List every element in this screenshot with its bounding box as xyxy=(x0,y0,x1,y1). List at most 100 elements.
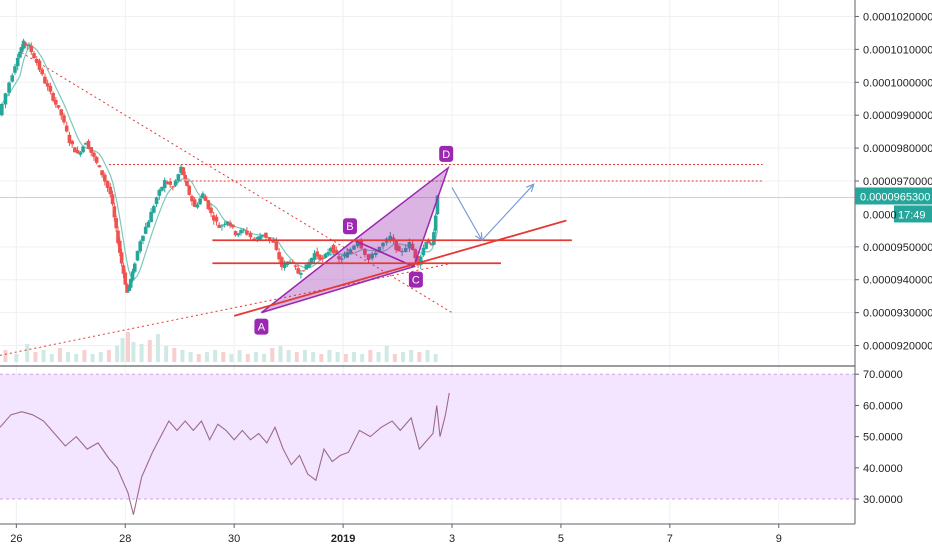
candle-body xyxy=(203,196,208,201)
volume-bar xyxy=(66,352,71,362)
candle-body xyxy=(29,45,34,52)
pattern-label-box xyxy=(408,271,423,288)
candle-body xyxy=(345,252,349,258)
price-tick-label: 0.0000930000 xyxy=(863,308,932,320)
volume-bar xyxy=(14,354,19,362)
candle-body xyxy=(181,167,186,175)
volume-bar xyxy=(41,350,46,362)
candle-body xyxy=(130,271,135,281)
volume-bar xyxy=(57,348,62,362)
candle-body xyxy=(400,251,404,253)
candle-body xyxy=(352,245,356,250)
candle-body xyxy=(315,251,320,257)
candle-body xyxy=(428,242,433,244)
candle-body xyxy=(337,256,341,260)
candle-body xyxy=(410,243,415,250)
candle-body xyxy=(370,253,374,259)
candle-body xyxy=(222,224,227,226)
candle-body xyxy=(413,249,418,259)
candle-body xyxy=(288,261,292,263)
candle-body xyxy=(105,180,110,188)
volume-bar xyxy=(120,338,125,362)
candle-body xyxy=(339,258,344,260)
candle-body xyxy=(168,181,172,185)
last-price-badge xyxy=(855,187,932,205)
candle-body xyxy=(277,252,281,260)
candle-body xyxy=(67,134,72,144)
volume-bar xyxy=(360,354,365,362)
candle-body xyxy=(211,215,216,221)
candle-body xyxy=(121,265,126,274)
countdown-timer: 17:49 xyxy=(898,209,926,221)
candle-body xyxy=(128,279,133,288)
volume-bar xyxy=(221,352,226,362)
candle-body xyxy=(37,60,42,70)
candle-body xyxy=(40,69,45,75)
time-tick-label: 7 xyxy=(667,533,673,545)
candle-body xyxy=(94,157,99,163)
pattern-triangle-bcd xyxy=(352,165,450,268)
candle-body xyxy=(231,224,235,228)
volume-bar xyxy=(433,354,438,362)
candle-body xyxy=(19,46,24,52)
candle-body xyxy=(165,181,170,184)
candle-body xyxy=(143,226,148,234)
candle-body xyxy=(192,199,197,207)
volume-bar xyxy=(294,352,299,362)
candle-body xyxy=(112,206,117,218)
price-tick-label: 0.0001000000 xyxy=(863,77,932,89)
candle-body xyxy=(326,252,330,255)
candle-body xyxy=(43,76,47,84)
rsi-tick-label: 60.0000 xyxy=(863,400,903,412)
candle-body xyxy=(114,218,118,229)
candle-body xyxy=(51,93,55,101)
candle-body xyxy=(245,230,249,235)
pattern-label-c: C xyxy=(412,275,420,287)
pattern-label-box xyxy=(439,145,454,162)
volume-bar xyxy=(213,350,218,362)
volume-bar xyxy=(343,354,348,362)
volume-bar xyxy=(302,350,307,362)
candle-body xyxy=(45,83,50,87)
volume-bar xyxy=(147,340,152,362)
candle-body xyxy=(103,174,107,182)
candle-body xyxy=(70,140,74,145)
candle-body xyxy=(320,257,325,259)
time-tick-label: 9 xyxy=(776,533,782,545)
pattern-label-a: A xyxy=(258,322,266,334)
candle-body xyxy=(299,273,303,275)
rsi-tick-label: 70.0000 xyxy=(863,369,903,381)
candle-body xyxy=(418,256,423,265)
candle-body xyxy=(430,243,434,246)
candle-body xyxy=(7,82,11,93)
candle-body xyxy=(34,59,39,63)
volume-bar xyxy=(392,354,397,362)
candle-body xyxy=(381,242,385,247)
candle-body xyxy=(342,254,347,257)
volume-bar xyxy=(376,352,381,362)
candle-body xyxy=(348,249,353,254)
candle-body xyxy=(301,270,306,272)
candle-body xyxy=(62,115,66,123)
rsi-band xyxy=(0,374,855,500)
candle-body xyxy=(274,241,279,250)
candle-body xyxy=(125,284,129,293)
volume-bar xyxy=(204,352,209,362)
candle-body xyxy=(132,263,137,272)
volume-bar xyxy=(262,354,267,362)
volume-bar xyxy=(172,348,177,362)
time-tick-label: 5 xyxy=(558,533,564,545)
price-tick-label: 0.0000970000 xyxy=(863,176,932,188)
candle-body xyxy=(59,109,64,116)
time-tick-label: 2019 xyxy=(331,533,355,545)
pattern-label-d: D xyxy=(442,149,450,161)
volume-bar xyxy=(131,342,136,362)
candle-body xyxy=(157,190,162,196)
candle-body xyxy=(56,105,61,108)
candle-body xyxy=(206,200,211,210)
volume-bar xyxy=(400,352,405,362)
volume-bar xyxy=(245,354,250,362)
candle-body xyxy=(176,174,181,181)
candle-body xyxy=(435,195,440,215)
